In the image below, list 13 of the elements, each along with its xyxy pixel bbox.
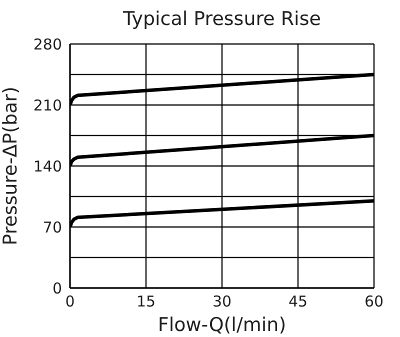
y-tick-label: 280 (33, 35, 62, 54)
y-axis-title: Pressure-ΔP(bar) (0, 86, 22, 246)
x-tick-label: 15 (136, 292, 156, 311)
y-tick-label: 70 (42, 218, 62, 236)
x-axis-title: Flow-Q(l/min) (158, 314, 286, 336)
chart-title: Typical Pressure Rise (122, 8, 322, 30)
x-tick-label: 0 (65, 292, 75, 311)
x-tick-label: 60 (364, 292, 384, 311)
y-tick-label: 140 (33, 157, 62, 176)
x-tick-label: 45 (288, 292, 308, 311)
x-tick-label: 30 (212, 292, 232, 311)
y-tick-label: 0 (52, 279, 62, 298)
y-tick-label: 210 (33, 96, 62, 114)
